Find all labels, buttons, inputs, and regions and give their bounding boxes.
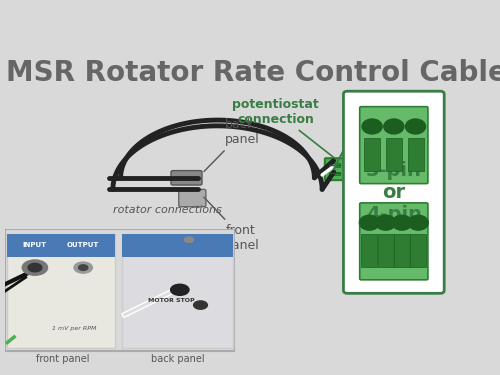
Circle shape: [406, 119, 425, 134]
Bar: [394, 234, 410, 267]
Bar: [410, 234, 426, 267]
Circle shape: [392, 215, 412, 230]
FancyBboxPatch shape: [360, 106, 428, 184]
Bar: [122, 234, 232, 256]
Circle shape: [78, 265, 88, 270]
FancyBboxPatch shape: [179, 189, 206, 207]
Bar: [364, 138, 380, 171]
Text: INPUT: INPUT: [23, 242, 47, 248]
Bar: [378, 234, 394, 267]
FancyBboxPatch shape: [325, 158, 344, 180]
Circle shape: [384, 119, 404, 134]
Circle shape: [170, 284, 189, 296]
Text: front
panel: front panel: [204, 197, 260, 252]
Bar: [330, 172, 340, 175]
Circle shape: [360, 215, 380, 230]
Circle shape: [28, 264, 42, 272]
Text: potentiostat
connection: potentiostat connection: [232, 98, 336, 159]
FancyBboxPatch shape: [344, 91, 444, 293]
Text: back panel: back panel: [150, 354, 204, 364]
Text: 3-pin
or
4-pin: 3-pin or 4-pin: [366, 161, 422, 224]
Bar: [408, 138, 424, 171]
Circle shape: [22, 260, 48, 275]
Text: MSR Rotator Rate Control Cable: MSR Rotator Rate Control Cable: [6, 59, 500, 87]
Circle shape: [408, 215, 428, 230]
Bar: [362, 234, 378, 267]
FancyBboxPatch shape: [360, 203, 428, 280]
Bar: [330, 163, 340, 166]
Bar: [386, 138, 402, 171]
Bar: [8, 234, 116, 348]
FancyBboxPatch shape: [5, 229, 235, 351]
Text: back
panel: back panel: [204, 118, 260, 171]
Bar: [122, 234, 232, 348]
Text: rotator connections: rotator connections: [113, 206, 222, 215]
Text: front panel: front panel: [36, 354, 89, 364]
Circle shape: [184, 237, 194, 243]
Bar: [8, 234, 116, 256]
Circle shape: [74, 262, 92, 273]
Circle shape: [376, 215, 396, 230]
Circle shape: [194, 301, 207, 309]
Text: MOTOR STOP: MOTOR STOP: [148, 298, 194, 303]
Text: 1 mV per RPM: 1 mV per RPM: [52, 326, 96, 331]
FancyBboxPatch shape: [171, 171, 202, 185]
Text: OUTPUT: OUTPUT: [67, 242, 100, 248]
Circle shape: [362, 119, 382, 134]
